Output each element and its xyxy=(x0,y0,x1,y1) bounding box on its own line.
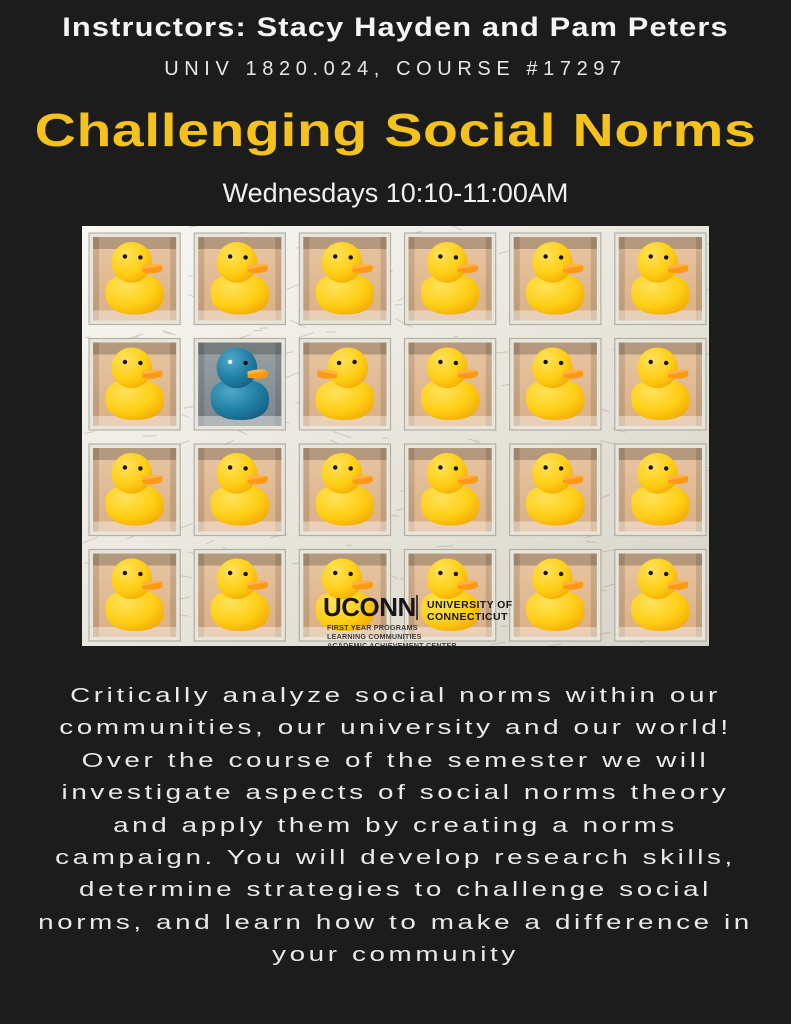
svg-text:UNIVERSITY OF: UNIVERSITY OF xyxy=(427,599,513,611)
svg-text:LEARNING COMMUNITIES: LEARNING COMMUNITIES xyxy=(327,632,422,641)
svg-text:FIRST YEAR PROGRAMS: FIRST YEAR PROGRAMS xyxy=(327,623,418,632)
svg-text:UCONN: UCONN xyxy=(323,592,416,622)
svg-text:ACADEMIC ACHIEVEMENT CENTER: ACADEMIC ACHIEVEMENT CENTER xyxy=(327,641,457,646)
svg-text:CONNECTICUT: CONNECTICUT xyxy=(427,611,508,623)
